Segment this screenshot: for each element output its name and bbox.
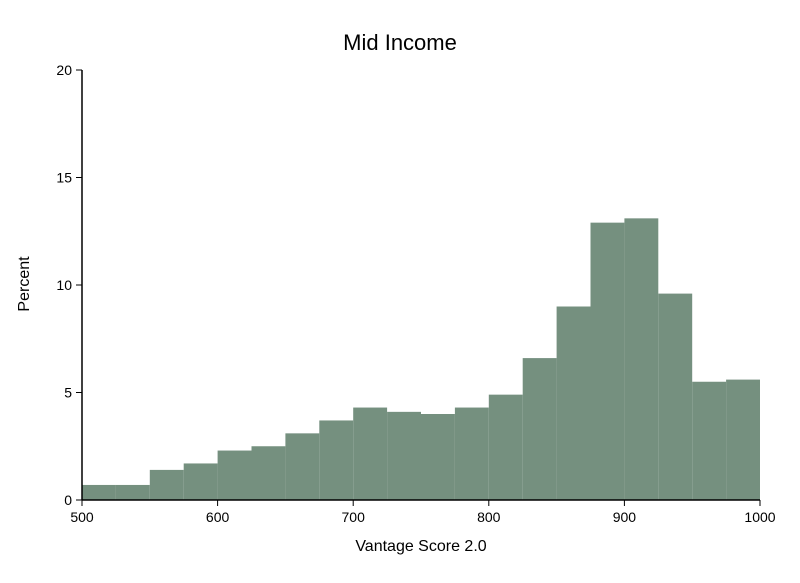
histogram-bar bbox=[218, 451, 252, 500]
histogram-bar bbox=[285, 433, 319, 500]
y-tick-label: 20 bbox=[56, 62, 72, 78]
histogram-bar bbox=[523, 358, 557, 500]
histogram-bar bbox=[150, 470, 184, 500]
y-tick-label: 15 bbox=[56, 170, 72, 186]
histogram-bar bbox=[557, 307, 591, 501]
x-tick-label: 500 bbox=[70, 509, 94, 525]
chart-container: Mid Income Percent Vantage Score 2.0 500… bbox=[0, 0, 800, 583]
histogram-bar bbox=[184, 463, 218, 500]
x-tick-label: 700 bbox=[342, 509, 366, 525]
histogram-bar bbox=[319, 420, 353, 500]
histogram-bar bbox=[116, 485, 150, 500]
y-tick-label: 10 bbox=[56, 277, 72, 293]
histogram-bar bbox=[726, 380, 760, 500]
x-tick-label: 600 bbox=[206, 509, 230, 525]
x-tick-label: 900 bbox=[613, 509, 637, 525]
x-tick-label: 1000 bbox=[744, 509, 775, 525]
y-tick-label: 0 bbox=[64, 492, 72, 508]
histogram-bar bbox=[82, 485, 116, 500]
histogram-bar bbox=[489, 395, 523, 500]
histogram-bar bbox=[455, 408, 489, 500]
histogram-bar bbox=[353, 408, 387, 500]
chart-svg: 500 600 700 800 900 1000 0 5 10 15 20 bbox=[0, 0, 800, 583]
histogram-bar bbox=[658, 294, 692, 500]
x-tick-label: 800 bbox=[477, 509, 501, 525]
histogram-bar bbox=[692, 382, 726, 500]
histogram-bar bbox=[252, 446, 286, 500]
histogram-bar bbox=[387, 412, 421, 500]
histogram-bar bbox=[591, 223, 625, 500]
histogram-bar bbox=[624, 218, 658, 500]
y-tick-label: 5 bbox=[64, 385, 72, 401]
histogram-bar bbox=[421, 414, 455, 500]
